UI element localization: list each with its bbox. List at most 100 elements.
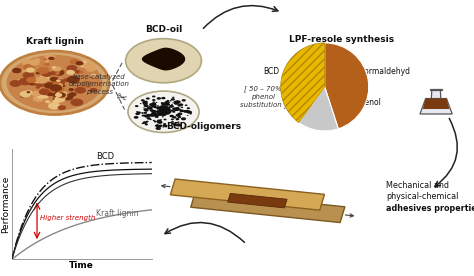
Circle shape <box>162 102 167 105</box>
Circle shape <box>163 124 167 127</box>
Circle shape <box>56 79 61 82</box>
Circle shape <box>169 105 174 108</box>
Circle shape <box>33 83 37 86</box>
Circle shape <box>173 101 178 104</box>
Circle shape <box>69 95 74 98</box>
Circle shape <box>34 58 40 62</box>
Circle shape <box>177 113 182 115</box>
Circle shape <box>85 65 96 72</box>
Circle shape <box>165 126 167 127</box>
Circle shape <box>164 119 166 120</box>
Circle shape <box>142 115 145 116</box>
Circle shape <box>177 104 182 107</box>
Circle shape <box>47 101 52 104</box>
Circle shape <box>144 112 147 114</box>
Circle shape <box>44 60 49 63</box>
Circle shape <box>33 78 43 83</box>
Circle shape <box>157 113 162 116</box>
Text: BCD-oligomers: BCD-oligomers <box>166 123 241 131</box>
Circle shape <box>160 111 165 113</box>
Circle shape <box>77 60 88 67</box>
Circle shape <box>50 84 62 92</box>
Circle shape <box>185 110 190 113</box>
Circle shape <box>60 80 64 83</box>
Circle shape <box>62 94 73 100</box>
Polygon shape <box>170 179 325 210</box>
Circle shape <box>141 99 145 102</box>
Circle shape <box>165 103 170 106</box>
Circle shape <box>36 72 40 75</box>
Circle shape <box>50 80 58 84</box>
Circle shape <box>162 112 165 115</box>
Circle shape <box>153 101 155 103</box>
Circle shape <box>156 106 162 110</box>
Circle shape <box>179 109 184 112</box>
Polygon shape <box>431 90 441 99</box>
Circle shape <box>45 54 56 61</box>
Circle shape <box>37 67 49 74</box>
Circle shape <box>156 112 159 113</box>
Circle shape <box>162 116 164 118</box>
Circle shape <box>161 110 166 114</box>
Circle shape <box>53 81 59 85</box>
Circle shape <box>159 110 164 113</box>
Circle shape <box>126 39 201 83</box>
Circle shape <box>9 80 21 87</box>
Circle shape <box>162 110 166 113</box>
Circle shape <box>155 114 157 115</box>
Circle shape <box>40 91 49 96</box>
Circle shape <box>161 97 165 99</box>
Circle shape <box>56 91 67 97</box>
Circle shape <box>43 67 48 70</box>
Circle shape <box>175 118 180 120</box>
Circle shape <box>66 70 75 75</box>
Circle shape <box>49 83 54 86</box>
Circle shape <box>60 70 64 73</box>
Circle shape <box>80 62 92 70</box>
Circle shape <box>18 78 31 85</box>
Circle shape <box>158 113 161 115</box>
Circle shape <box>7 55 102 111</box>
Circle shape <box>52 91 64 98</box>
Circle shape <box>152 102 156 105</box>
Circle shape <box>163 111 165 112</box>
Circle shape <box>163 110 166 112</box>
Circle shape <box>175 107 180 110</box>
Circle shape <box>77 62 82 65</box>
Circle shape <box>159 124 163 126</box>
Circle shape <box>167 109 172 112</box>
Circle shape <box>56 92 66 98</box>
Circle shape <box>23 64 35 70</box>
Circle shape <box>147 107 152 109</box>
Polygon shape <box>423 99 449 109</box>
Circle shape <box>154 106 155 107</box>
Circle shape <box>46 78 57 84</box>
Circle shape <box>40 75 50 81</box>
Text: BCD-oil: BCD-oil <box>145 25 182 34</box>
Circle shape <box>162 126 164 128</box>
Circle shape <box>160 112 164 114</box>
Circle shape <box>174 102 179 105</box>
Circle shape <box>40 78 49 83</box>
Circle shape <box>154 106 156 108</box>
Circle shape <box>168 112 171 113</box>
Circle shape <box>144 109 148 112</box>
Circle shape <box>137 112 140 113</box>
Text: BCD: BCD <box>96 152 114 161</box>
Circle shape <box>155 111 157 112</box>
Circle shape <box>59 80 65 83</box>
Circle shape <box>151 110 156 113</box>
Text: Kraft lignin: Kraft lignin <box>96 209 138 218</box>
Circle shape <box>152 99 155 101</box>
Circle shape <box>177 115 179 116</box>
Text: LPF-resole synthesis: LPF-resole synthesis <box>289 35 394 44</box>
Circle shape <box>149 103 155 106</box>
Circle shape <box>146 117 151 120</box>
Circle shape <box>171 115 173 117</box>
Circle shape <box>52 84 60 88</box>
Circle shape <box>160 119 162 120</box>
Circle shape <box>162 105 167 108</box>
Circle shape <box>150 119 152 120</box>
Circle shape <box>166 112 168 113</box>
Circle shape <box>61 85 65 87</box>
